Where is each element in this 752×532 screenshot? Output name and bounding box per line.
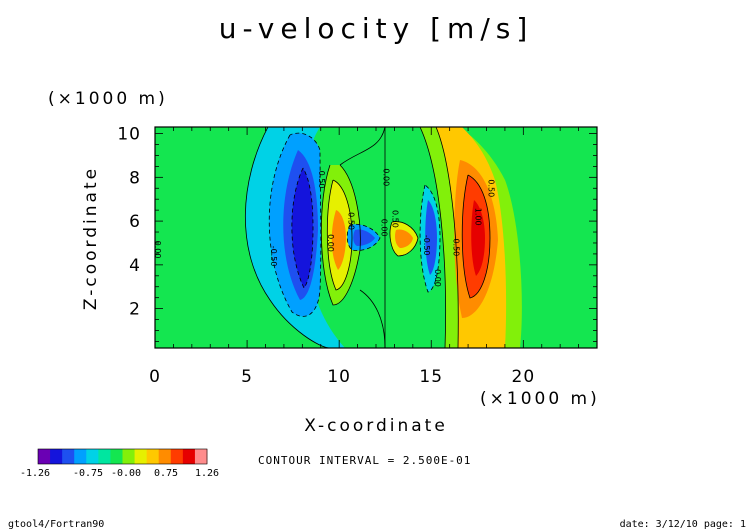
contour-label: 0.50 — [391, 210, 400, 228]
core-dark-blue-left — [291, 168, 313, 288]
contour-lines — [244, 127, 491, 348]
contour-label: -0.50 — [422, 235, 431, 256]
x-tick-label: 0 — [149, 367, 161, 387]
colorbar-swatch — [86, 449, 99, 464]
y-axis-ticks: 2 4 6 8 10 — [117, 125, 141, 320]
footer-left: gtool4/Fortran90 — [8, 519, 104, 530]
contour-label: 0.00 — [153, 241, 162, 259]
contour-center-blue — [346, 223, 381, 251]
colorbar-swatch — [98, 449, 111, 464]
colorbar-label: -1.26 — [20, 468, 50, 479]
contour-1.00-right — [461, 174, 491, 299]
y-tick-label: 6 — [129, 212, 141, 232]
x-axis-unit: (×1000 m) — [480, 389, 600, 409]
colorbar-swatch — [158, 449, 172, 464]
y-tick-label: 4 — [129, 256, 141, 276]
contour-zero-left — [244, 127, 331, 348]
contour-label: 0.00 — [326, 234, 335, 252]
colorbar-label: 1.26 — [195, 468, 219, 479]
x-tick-label: 10 — [327, 367, 351, 387]
contour-zero-center-left — [320, 164, 361, 306]
contour-label: 0.50 — [486, 179, 495, 197]
contour-labels: 0.00 -0.500.500.500.000.000.00 0.50-0.50 0.… — [153, 168, 495, 287]
contour-label: 0.50 — [346, 212, 355, 230]
colorbar-frame — [37, 448, 208, 465]
colorbar-label: -0.00 — [111, 468, 141, 479]
y-tick-label: 2 — [129, 300, 141, 320]
colorbar-swatch — [38, 449, 51, 464]
chart-title: u-velocity [m/s] — [219, 12, 534, 45]
core-orange-center-left — [331, 210, 346, 270]
footer-right: date: 3/12/10 page: 1 — [620, 519, 746, 530]
contour-label: 0.50 — [451, 238, 460, 256]
contour-label: 0.00 — [381, 168, 390, 186]
y-minor-ticks — [155, 133, 597, 342]
colorbar-swatch — [170, 449, 184, 464]
y-tick-label: 10 — [117, 125, 141, 145]
contour-label: 0.00 — [433, 269, 442, 287]
core-blue-center — [353, 229, 375, 246]
y-axis-label: Z-coordinate — [81, 166, 101, 310]
colorbar-swatch — [62, 449, 75, 464]
colorbar-swatch — [146, 449, 160, 464]
x-tick-label: 15 — [419, 367, 443, 387]
colorbar-label: -0.75 — [73, 468, 103, 479]
colorbar-swatch — [74, 449, 87, 464]
contour-center-zero-top — [339, 127, 386, 166]
x-tick-label: 5 — [241, 367, 253, 387]
x-minor-ticks — [173, 127, 598, 348]
contour-center-right-warm — [389, 221, 419, 257]
colorbar-label: 0.75 — [154, 468, 178, 479]
colorbar — [37, 448, 208, 465]
contour-neg-0.50-left — [268, 132, 322, 317]
contour-interval: CONTOUR INTERVAL = 2.500E-01 — [258, 454, 471, 467]
x-tick-label: 20 — [512, 367, 536, 387]
contour-label: 1.00 — [473, 208, 482, 226]
core-blue-right — [425, 200, 437, 275]
x-axis-label: X-coordinate — [304, 416, 448, 436]
contour-label: 0.50 — [317, 171, 326, 189]
y-tick-label: 8 — [129, 168, 141, 188]
colorbar-swatch — [122, 449, 136, 464]
colorbar-swatch — [182, 449, 196, 464]
contour-zero-right — [419, 127, 447, 348]
peak-red-right — [471, 200, 485, 276]
colorbar-swatch — [110, 449, 123, 464]
colorbar-swatch — [50, 449, 63, 464]
contour-right-blue — [419, 184, 441, 293]
plot-area: 0.00 -0.500.500.500.000.000.00 0.50-0.50 0.… — [153, 127, 597, 348]
core-orange-center-right — [395, 229, 413, 248]
colorbar-swatch — [134, 449, 148, 464]
contour-label: -0.50 — [269, 246, 278, 267]
colorbar-labels: -1.26 -0.75 -0.00 0.75 1.26 — [20, 468, 219, 479]
contour-label: 0.00 — [380, 219, 389, 237]
contour-0.50-center-left — [326, 179, 353, 291]
colorbar-swatch — [194, 449, 208, 464]
contour-0.50-right — [435, 127, 459, 348]
y-axis-unit: (×1000 m) — [48, 89, 168, 109]
x-axis-ticks: 0 5 10 15 20 — [149, 367, 536, 387]
